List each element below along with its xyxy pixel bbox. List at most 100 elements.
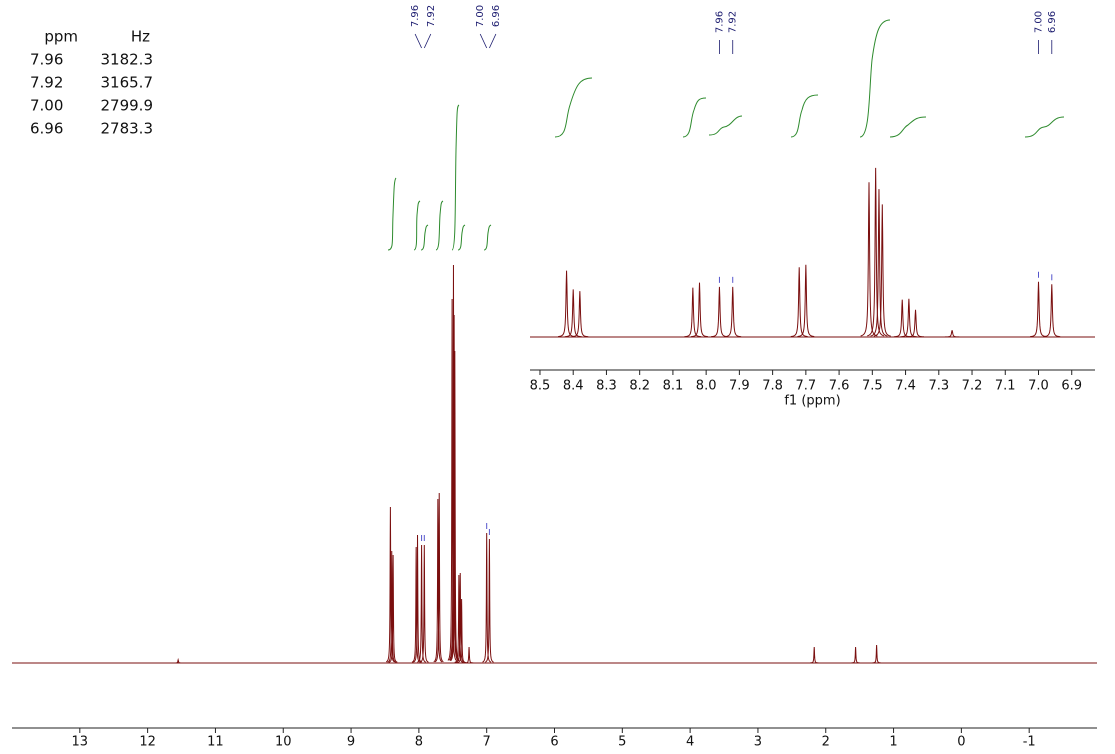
integral-curve <box>457 224 466 251</box>
peak <box>571 291 589 338</box>
table-cell: 7.96 <box>30 51 63 69</box>
x-tick-label: 1 <box>889 735 897 750</box>
x-tick-label: 7.8 <box>762 379 783 394</box>
peak <box>417 544 426 663</box>
x-tick-label: 7.1 <box>995 379 1016 394</box>
peak <box>464 646 474 664</box>
table-cell: 7.92 <box>30 74 63 92</box>
table-header: Hz <box>131 28 150 46</box>
x-tick-label: -1 <box>1023 735 1036 750</box>
table-cell: 2783.3 <box>101 120 154 138</box>
peak <box>1030 281 1047 338</box>
peak <box>449 314 459 661</box>
integral-curve <box>1024 116 1065 138</box>
x-tick-label: 6.9 <box>1061 379 1082 394</box>
peak <box>455 572 465 663</box>
peak <box>454 574 464 663</box>
table-cell: 2799.9 <box>101 97 154 115</box>
peak <box>434 492 444 663</box>
peak <box>387 550 397 663</box>
integral-curve <box>708 115 743 136</box>
integral-curve <box>420 224 429 251</box>
integral-curve <box>451 104 460 251</box>
peak <box>867 167 885 337</box>
peak-label-leader <box>423 33 432 49</box>
peak-label: 6.96 <box>1047 11 1058 33</box>
peak <box>1043 284 1061 338</box>
peak <box>900 298 918 338</box>
x-tick-label: 6 <box>550 735 558 750</box>
integral-curve <box>790 94 819 138</box>
peak <box>790 267 808 338</box>
peak <box>872 644 881 664</box>
x-tick-label: 13 <box>72 735 89 750</box>
x-tick-label: 8.5 <box>530 379 551 394</box>
x-tick-label: 7.4 <box>895 379 916 394</box>
x-tick-label: 7.7 <box>796 379 817 394</box>
x-tick-label: 8.0 <box>696 379 717 394</box>
table-cell: 3165.7 <box>101 74 154 92</box>
x-tick-label: 7.9 <box>729 379 750 394</box>
peak <box>564 289 582 338</box>
integral-curve <box>859 19 891 138</box>
table-cell: 7.00 <box>30 97 63 115</box>
integral-curve <box>682 97 707 138</box>
x-tick-label: 7.6 <box>829 379 850 394</box>
x-tick-label: 7.0 <box>1028 379 1049 394</box>
integral-curve <box>435 200 444 251</box>
peak <box>943 330 961 338</box>
peak <box>447 298 457 661</box>
peak <box>173 657 183 664</box>
peak <box>558 270 576 338</box>
table-cell: 6.96 <box>30 120 63 138</box>
peak-label: 7.00 <box>1034 11 1045 33</box>
x-tick-label: 12 <box>139 735 156 750</box>
peak <box>485 538 494 663</box>
x-tick-label: 2 <box>822 735 830 750</box>
integral-curve <box>413 200 421 251</box>
peak <box>691 282 708 338</box>
peak <box>385 506 395 663</box>
peak <box>419 544 429 663</box>
peak-label-leader <box>414 33 422 49</box>
peak <box>482 532 492 663</box>
x-axis-label: f1 (ppm) <box>784 394 840 409</box>
peak <box>413 534 422 663</box>
peak <box>860 182 878 337</box>
peak-label: 7.92 <box>426 5 437 27</box>
peak <box>797 264 815 337</box>
peak <box>724 286 742 338</box>
integral-curve <box>554 77 593 138</box>
integral-curve <box>387 177 397 251</box>
peak-label-leader <box>479 33 488 49</box>
table-cell: 3182.3 <box>101 51 154 69</box>
peak-label: 7.00 <box>475 5 486 27</box>
x-tick-label: 5 <box>618 735 626 750</box>
x-tick-label: 7.5 <box>862 379 883 394</box>
x-tick-label: 8.2 <box>629 379 650 394</box>
x-tick-label: 8.3 <box>596 379 617 394</box>
peak-label: 6.96 <box>491 5 502 27</box>
x-tick-label: 7.3 <box>928 379 949 394</box>
x-tick-label: 11 <box>207 735 224 750</box>
x-tick-label: 8.1 <box>663 379 684 394</box>
peak <box>873 204 891 337</box>
peak <box>851 646 860 664</box>
peak-label: 7.96 <box>714 11 725 33</box>
integrals <box>387 19 1065 251</box>
x-tick-label: 4 <box>686 735 694 750</box>
peak <box>907 309 924 338</box>
x-tick-label: 7.2 <box>962 379 983 394</box>
peak <box>870 189 888 337</box>
integral-curve <box>483 224 492 251</box>
integral-curve <box>889 116 927 138</box>
peak-label-leader <box>489 33 497 49</box>
peak <box>433 498 443 663</box>
peak <box>388 554 398 663</box>
peak-label: 7.92 <box>728 11 739 33</box>
peak <box>710 286 728 338</box>
x-tick-label: 9 <box>347 735 355 750</box>
x-tick-label: 7 <box>483 735 491 750</box>
x-tick-label: 8.4 <box>563 379 584 394</box>
